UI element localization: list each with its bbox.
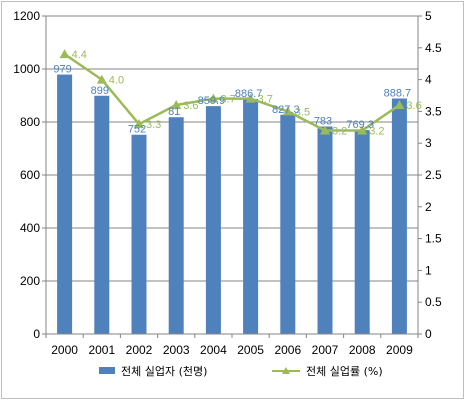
line-data-label: 3.5 — [295, 106, 310, 118]
line-data-label: 3.2 — [369, 125, 384, 137]
bar-data-label: 827.3 — [272, 104, 300, 116]
x-tick-label: 2007 — [312, 343, 339, 357]
left-tick-label: 0 — [33, 327, 40, 341]
bar — [94, 95, 110, 334]
legend-line-label: 전체 실업률 (%) — [306, 365, 383, 378]
bar-series — [57, 74, 407, 335]
legend-bar-label: 전체 실업자 (천명) — [121, 364, 207, 378]
right-tick-label: 2.5 — [425, 168, 442, 182]
bar-data-label: 899 — [91, 85, 109, 97]
bar-data-label: 979 — [53, 64, 71, 76]
x-tick-label: 2003 — [163, 343, 190, 357]
bar — [205, 106, 221, 335]
line-marker — [282, 106, 293, 116]
line-data-label: 3.2 — [332, 125, 347, 137]
x-tick-label: 2000 — [51, 343, 78, 357]
left-tick-label: 600 — [20, 168, 40, 182]
x-axis-tick-labels: 2000 2001 2002 2003 2004 2005 2006 2007 2008 2009 — [45, 334, 419, 357]
left-tick-label: 1200 — [13, 9, 40, 23]
line-series — [59, 49, 405, 135]
bar-data-label: 859.9 — [198, 95, 226, 107]
line-data-label: 3.7 — [258, 94, 273, 106]
line-marker — [245, 93, 256, 103]
right-tick-label: 4 — [425, 73, 432, 87]
line-marker — [96, 74, 107, 84]
bar — [57, 74, 73, 334]
left-tick-label: 1000 — [13, 62, 40, 76]
line-marker — [357, 125, 368, 135]
bar-data-label: 81 — [168, 106, 180, 118]
legend-bar-swatch — [99, 367, 115, 374]
x-tick-label: 2006 — [274, 343, 301, 357]
right-tick-label: 4.5 — [425, 41, 442, 55]
bar-data-label: 888.7 — [384, 87, 412, 99]
line-marker — [394, 100, 405, 110]
x-tick-label: 2004 — [200, 343, 227, 357]
bar-data-label: 886.7 — [235, 88, 263, 100]
x-tick-label: 2005 — [237, 343, 264, 357]
legend: 전체 실업자 (천명) 전체 실업률 (%) — [99, 364, 383, 378]
right-axis-tick-labels: 0 0.5 1 1.5 2 2.5 3 3.5 4 4.5 5 — [418, 9, 442, 341]
bar — [317, 126, 333, 334]
right-tick-label: 1.5 — [425, 232, 442, 246]
bar — [280, 114, 296, 334]
bar — [354, 130, 370, 334]
right-tick-label: 3 — [425, 136, 432, 150]
line-data-label: 3.6 — [406, 100, 421, 112]
left-tick-label: 800 — [20, 115, 40, 129]
right-tick-label: 3.5 — [425, 104, 442, 118]
left-axis-tick-labels: 0 200 400 600 800 1000 1200 — [13, 9, 46, 341]
bar-data-label: 769.3 — [346, 119, 374, 131]
left-tick-label: 400 — [20, 221, 40, 235]
right-tick-label: 2 — [425, 200, 432, 214]
right-tick-label: 1 — [425, 263, 432, 277]
line-path — [63, 53, 401, 132]
line-data-label: 3.6 — [183, 100, 198, 112]
line-marker — [171, 100, 182, 110]
right-tick-label: 5 — [425, 9, 432, 23]
line-data-label: 3.3 — [146, 119, 161, 131]
line-marker — [208, 93, 219, 103]
line-marker — [59, 49, 70, 59]
bar-data-labels: 979 899 752 81 859.9 886.7 827.3 783 769.3 888.7 — [53, 64, 411, 136]
bar — [168, 117, 184, 334]
bar — [391, 98, 407, 334]
line-marker — [134, 119, 144, 129]
left-tick-label: 200 — [20, 274, 40, 288]
line-data-label: 4.0 — [109, 75, 124, 87]
line-marker — [320, 125, 330, 135]
x-tick-label: 2008 — [349, 343, 376, 357]
line-data-label: 3.7 — [220, 94, 235, 106]
x-tick-label: 2002 — [126, 343, 153, 357]
bar-data-label: 783 — [314, 116, 332, 128]
right-tick-label: 0.5 — [425, 295, 442, 309]
x-tick-label: 2009 — [386, 343, 413, 357]
bar — [243, 99, 259, 334]
bar-data-label: 752 — [128, 124, 146, 136]
legend-line-marker — [282, 367, 290, 374]
x-tick-label: 2001 — [88, 343, 115, 357]
line-data-labels: 4.4 4.0 3.3 3.6 3.7 3.7 3.5 3.2 3.2 3.6 — [72, 49, 422, 137]
bar — [131, 134, 147, 334]
right-tick-label: 0 — [425, 327, 432, 341]
line-data-label: 4.4 — [72, 49, 87, 61]
